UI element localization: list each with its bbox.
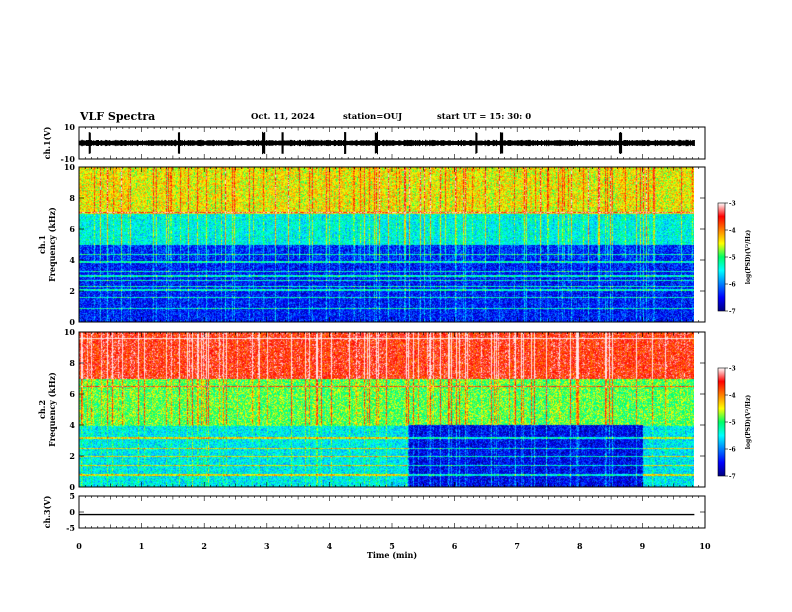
ch1-spectrogram-colorbar-tick-label: -5 <box>729 255 736 262</box>
figure-title: VLF Spectra <box>80 110 156 123</box>
ch1-ylabel: ch.1(V) <box>42 126 52 159</box>
ch1-waveform-line <box>78 131 695 155</box>
ch2-spectrogram-ytick-label: 0 <box>69 482 75 492</box>
x-tick-label: 4 <box>327 541 333 551</box>
ch1-spectrogram-ytick-label: 4 <box>69 255 75 265</box>
x-tick-label: 5 <box>389 541 395 551</box>
start-time-label: start UT = 15: 30: 0 <box>437 112 532 122</box>
ch2-spectrogram-colorbar <box>717 367 726 477</box>
ch1-spectrogram-colorbar-label: log(PSD)(V²/Hz) <box>745 230 752 285</box>
x-tick-label: 6 <box>452 541 458 551</box>
station-label: station=OUJ <box>343 112 403 122</box>
ch2-spectrogram-colorbar-tick-label: -4 <box>729 393 736 400</box>
ch1-spectrogram-colorbar <box>717 202 726 312</box>
ch2-spectrogram-colorbar-label: log(PSD)(V²/Hz) <box>745 395 752 450</box>
ch1-spectrogram-colorbar-tick-label: -3 <box>729 201 736 208</box>
x-tick-label: 9 <box>640 541 646 551</box>
ch2-spectrogram-ytick-label: 10 <box>64 327 76 337</box>
ch3-panel-ytick-label: 0 <box>69 507 75 517</box>
x-tick-label: 8 <box>577 541 583 551</box>
ch2-spectrogram-ytick-label: 8 <box>69 358 75 368</box>
ch1-panel-ytick-label: -10 <box>61 154 76 164</box>
ch2-spectrogram-ylabel-channel: ch.2 <box>37 400 47 419</box>
ch1-spectrogram-ytick-label: 8 <box>69 193 75 203</box>
ch3-panel-ytick-label: -5 <box>66 523 75 533</box>
ch2-spectrogram-ytick-label: 4 <box>69 420 75 430</box>
ch2-spectrogram-ytick-label: 6 <box>69 389 75 399</box>
ch3-panel-ytick-label: 5 <box>69 491 75 501</box>
ch1-spectrogram-ytick-label: 10 <box>64 162 76 172</box>
ch1-spectrogram-colorbar-tick-label: -4 <box>729 228 736 235</box>
x-tick-label: 10 <box>699 541 711 551</box>
ch2-spectrogram-colorbar-tick-label: -5 <box>729 420 736 427</box>
ch2-spectrogram-ytick-label: 2 <box>69 451 75 461</box>
ch1-spectrogram-heatmap-image <box>79 167 694 322</box>
ch2-spectrogram-ylabel-frequency: Frequency (kHz) <box>47 372 57 447</box>
x-tick-label: 0 <box>76 541 82 551</box>
x-axis-label: Time (min) <box>367 550 417 560</box>
x-tick-label: 3 <box>264 541 270 551</box>
ch1-spectrogram-ytick-label: 2 <box>69 286 75 296</box>
ch2-spectrogram-colorbar-tick-label: -3 <box>729 366 736 373</box>
x-tick-label: 1 <box>139 541 145 551</box>
ch2-spectrogram-colorbar-tick-label: -7 <box>729 474 736 481</box>
ch2-spectrogram-heatmap-image <box>79 332 694 487</box>
x-tick-label: 7 <box>514 541 520 551</box>
ch3-ylabel: ch.3(V) <box>42 495 52 528</box>
ch1-panel-ytick-label: 10 <box>64 122 76 132</box>
date-label: Oct. 11, 2024 <box>251 112 315 122</box>
ch1-spectrogram-ylabel-channel: ch.1 <box>37 235 47 254</box>
x-tick-label: 2 <box>201 541 207 551</box>
ch2-spectrogram-colorbar-tick-label: -6 <box>729 447 736 454</box>
ch1-spectrogram-ylabel-frequency: Frequency (kHz) <box>47 207 57 282</box>
ch1-spectrogram-ytick-label: 6 <box>69 224 75 234</box>
ch1-spectrogram-colorbar-tick-label: -6 <box>729 282 736 289</box>
ch1-spectrogram-ytick-label: 0 <box>69 317 75 327</box>
ch1-spectrogram-colorbar-tick-label: -7 <box>729 309 736 316</box>
